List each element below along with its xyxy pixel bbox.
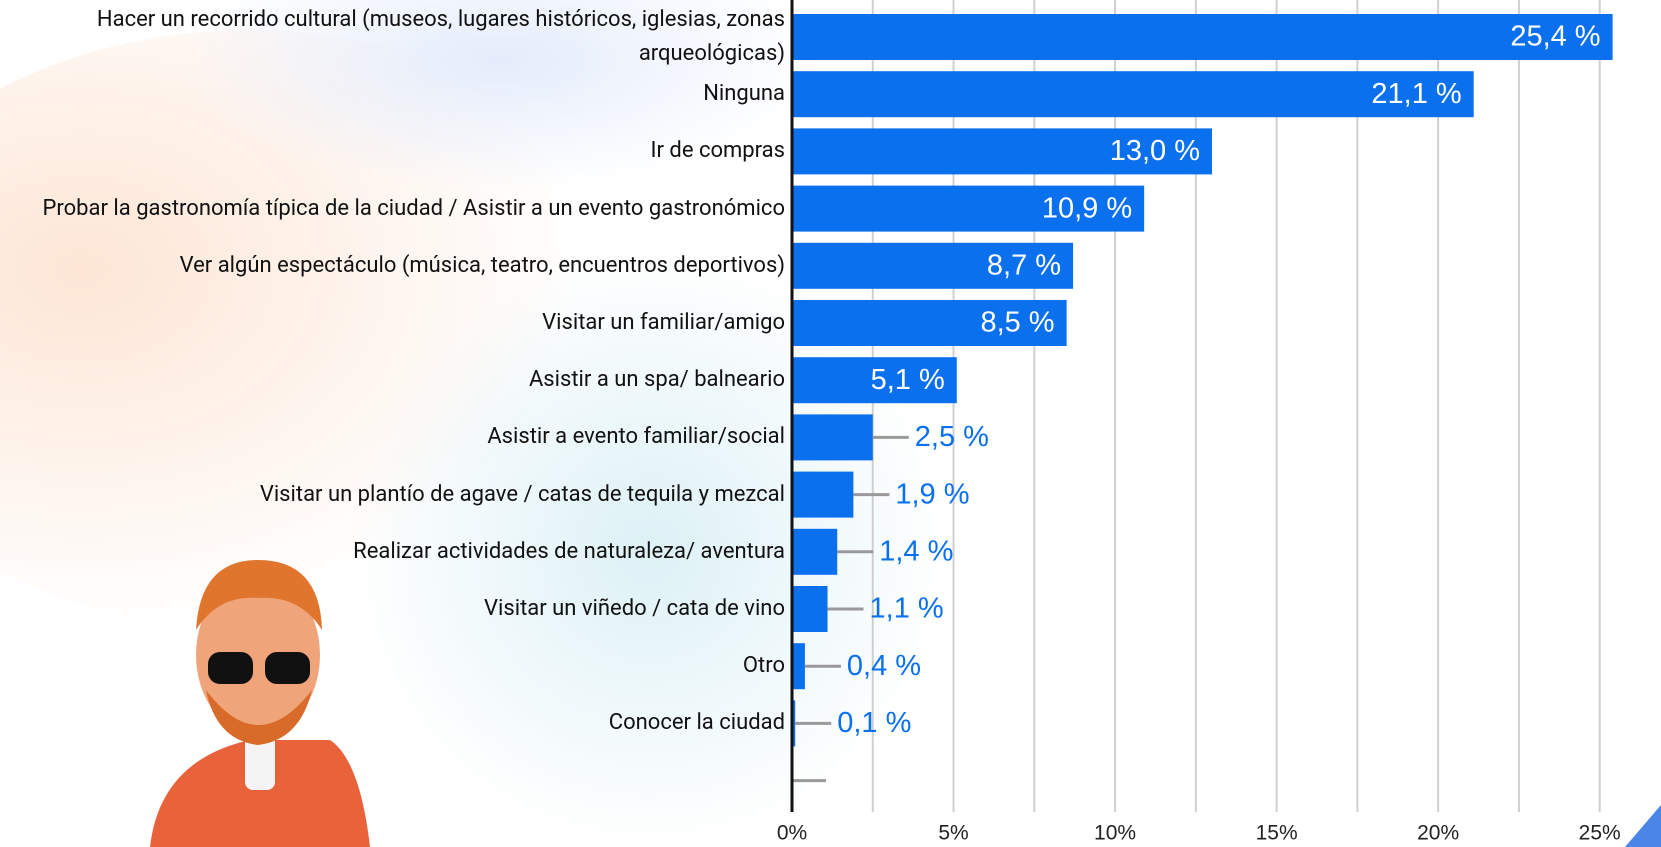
bar — [792, 586, 828, 632]
category-label: Realizar actividades de naturaleza/ aven… — [353, 538, 785, 564]
category-label: Hacer un recorrido cultural (museos, lug… — [96, 7, 785, 66]
bar — [792, 357, 957, 404]
glasses — [265, 652, 310, 684]
category-label: Ir de compras — [650, 138, 785, 164]
value-label: 0,1 % — [837, 707, 911, 739]
value-label: 1,1 % — [870, 593, 944, 625]
bar — [792, 128, 1212, 175]
category-label: Visitar un viñedo / cata de vino — [484, 596, 785, 621]
category-label: Visitar un familiar/amigo — [542, 310, 785, 335]
bar — [792, 300, 1067, 346]
x-tick-label: 25% — [1579, 822, 1621, 845]
x-tick-label: 15% — [1256, 822, 1298, 845]
bg-blob — [180, 0, 820, 190]
bar — [792, 700, 796, 747]
bar — [792, 528, 838, 575]
hair — [196, 560, 322, 630]
x-tick-label: 20% — [1417, 822, 1459, 845]
value-label: 13,0 % — [1110, 135, 1200, 167]
value-label: 21,1 % — [1371, 78, 1461, 110]
category-label: Ninguna — [703, 81, 785, 107]
category-label: Visitar un plantío de agave / catas de t… — [259, 481, 785, 507]
value-label: 2,5 % — [915, 421, 989, 453]
value-label: 8,5 % — [980, 307, 1054, 339]
x-tick-label: 10% — [1094, 822, 1136, 845]
bar — [792, 643, 805, 690]
category-label: Asistir a un spa/ balneario — [528, 367, 785, 393]
bar — [792, 14, 1613, 60]
shirt — [150, 740, 370, 847]
value-label: 1,9 % — [895, 478, 969, 510]
bar — [792, 414, 873, 461]
bar — [792, 185, 1145, 232]
category-label: Ver algún espectáculo (música, teatro, e… — [179, 252, 785, 278]
category-label: Probar la gastronomía típica de la ciuda… — [42, 195, 785, 221]
bar — [792, 242, 1074, 289]
x-tick-label: 5% — [938, 822, 968, 845]
category-label: Conocer la ciudad — [608, 710, 785, 736]
value-label: 0,4 % — [847, 650, 921, 682]
value-label: 8,7 % — [987, 249, 1061, 281]
value-label: 1,4 % — [879, 535, 953, 567]
head — [196, 575, 320, 735]
category-label: Otro — [742, 653, 785, 679]
character — [150, 560, 370, 847]
value-label: 25,4 % — [1510, 21, 1600, 53]
glasses — [208, 652, 253, 684]
bar — [792, 471, 854, 518]
category-label: Asistir a evento familiar/social — [487, 424, 785, 450]
beard — [206, 690, 312, 745]
bar — [792, 71, 1474, 118]
corner-shape — [1625, 805, 1661, 847]
value-label: 10,9 % — [1042, 192, 1132, 224]
x-tick-label: 0% — [777, 822, 807, 845]
value-label: 5,1 % — [871, 364, 945, 396]
